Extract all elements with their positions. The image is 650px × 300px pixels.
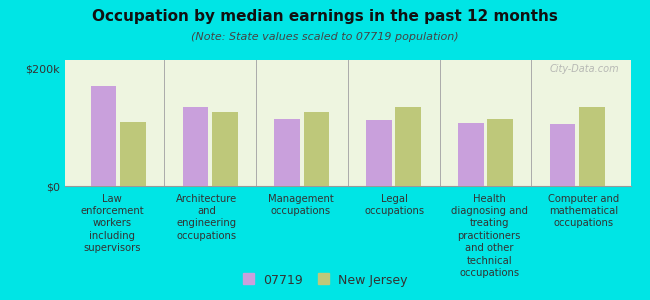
Bar [274,118,300,186]
Text: Architecture
and
engineering
occupations: Architecture and engineering occupations [176,194,237,241]
Bar [366,120,392,186]
Bar [458,123,484,186]
Legend: 07719, New Jersey: 07719, New Jersey [239,270,411,291]
Text: Management
occupations: Management occupations [268,194,333,216]
Text: Law
enforcement
workers
including
supervisors: Law enforcement workers including superv… [81,194,144,253]
Bar [212,112,238,186]
Bar [488,118,513,186]
Text: Legal
occupations: Legal occupations [365,194,425,216]
Bar [395,107,421,186]
Text: Occupation by median earnings in the past 12 months: Occupation by median earnings in the pas… [92,9,558,24]
Bar [183,107,208,186]
Bar [91,86,116,186]
Text: Health
diagnosing and
treating
practitioners
and other
technical
occupations: Health diagnosing and treating practitio… [450,194,528,278]
Bar [579,107,604,186]
Bar [550,124,575,186]
Text: City-Data.com: City-Data.com [549,64,619,74]
Bar [120,122,146,186]
Text: (Note: State values scaled to 07719 population): (Note: State values scaled to 07719 popu… [191,32,459,41]
Bar [304,112,330,186]
Text: Computer and
mathematical
occupations: Computer and mathematical occupations [548,194,619,228]
